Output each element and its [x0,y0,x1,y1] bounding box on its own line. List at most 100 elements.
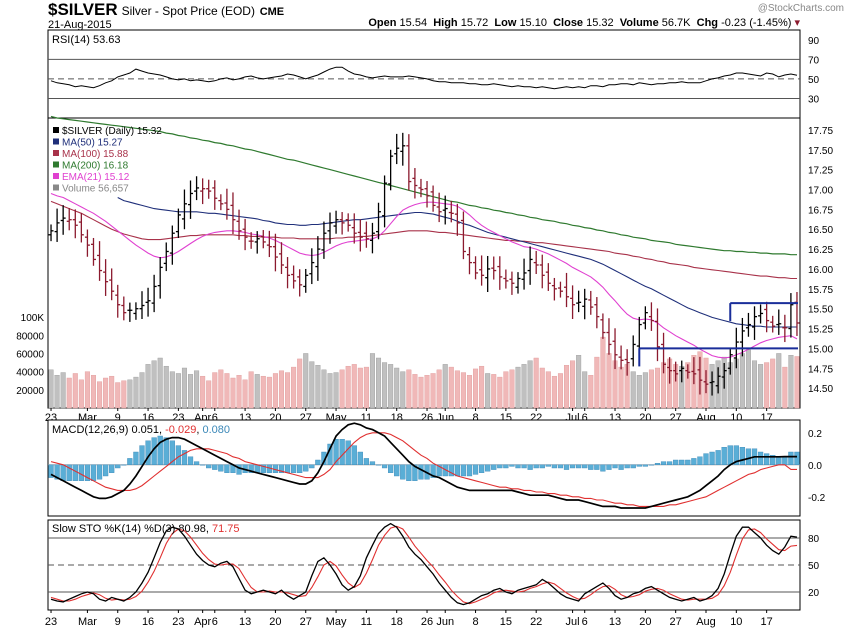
rsi-panel [47,29,801,119]
price-ohlc-bar [121,296,127,321]
volume-bar [515,366,521,409]
price-ohlc-bar [788,293,794,338]
macd-histogram-bar [569,464,576,469]
sto-x-label: 17 [761,616,773,628]
price-ohlc-bar [376,202,382,240]
macd-histogram-bar [576,464,582,469]
volume-bar [303,353,309,409]
symbol-title: $SILVER Silver - Spot Price (EOD) CME [48,0,284,20]
sto-title-part: Slow STO %K(14) %D(3) 80.98, [52,523,212,535]
macd-histogram-bar [679,459,685,466]
volume-bar [278,370,284,409]
price-x-label: 8 [472,412,478,424]
macd-histogram-bar [533,464,539,469]
macd-histogram-bar [200,464,206,466]
volume-bar [642,372,648,409]
price-ohlc-bar [764,301,770,333]
volume-bar [430,373,436,409]
price-panel [47,117,801,409]
price-ohlc-bar [248,232,254,249]
sto-title: Slow STO %K(14) %D(3) 80.98, 71.75 [52,523,240,535]
chg-label: Chg [696,17,719,29]
macd-histogram-bar [157,435,163,465]
price-ohlc-bar [685,364,691,379]
price-ohlc-bar [291,265,297,289]
volume-bar [412,374,418,409]
price-tick-label: 17.25 [808,166,833,177]
macd-histogram-bar [503,464,509,469]
macd-histogram-bar [557,464,564,469]
rsi-tick-label: 50 [808,75,820,86]
sto-d-line [50,525,798,605]
price-ohlc-bar [315,236,321,281]
volume-bar [84,371,90,409]
sto-x-label: Aug [696,616,716,628]
price-ohlc-bar [151,274,157,313]
volume-bar [236,375,242,409]
volume-bar [224,373,230,409]
price-ohlc-bar [654,308,660,362]
macd-histogram-bar [715,450,721,465]
volume-bar [175,373,181,409]
price-ohlc-bar [254,231,260,254]
macd-histogram-bar [436,464,442,477]
macd-histogram-bar [745,448,752,465]
sto-x-label: 15 [500,616,512,628]
price-ohlc-bar [515,272,521,294]
macd-histogram-bar [363,458,370,465]
sto-x-label: Mar [78,616,97,628]
price-ohlc-bar [533,250,539,274]
price-ohlc-bar [582,288,588,320]
price-ohlc-bar [236,209,242,240]
price-x-label: 11 [361,412,372,424]
macd-histogram-bar [509,464,515,467]
rsi-title: RSI(14) 53.63 [52,34,120,46]
price-ohlc-bar [218,194,224,211]
price-ohlc-bar [460,211,466,260]
price-ohlc-bar [418,178,424,198]
volume-bar [218,369,224,409]
volume-bar [181,367,187,409]
volume-bar [654,367,660,409]
volume-bar [648,369,654,409]
macd-histogram-bar [697,456,703,465]
macd-histogram-bar [733,445,739,466]
macd-histogram-bar [400,464,406,480]
volume-bar [357,367,363,409]
volume-bar [630,371,636,409]
price-ohlc-bar [382,175,388,228]
sto-x-label: 27 [670,616,682,628]
macd-histogram-bar [193,461,200,466]
macd-title-part: 0.080 [202,424,230,436]
macd-histogram-bar [460,464,467,477]
macd-histogram-bar [757,451,764,466]
macd-histogram-bar [527,464,533,470]
price-ohlc-bar [606,318,612,355]
volume-bar [260,375,266,409]
price-ohlc-bar [266,230,272,258]
macd-histogram-bar [788,451,794,466]
sto-x-label: 23 [172,616,184,628]
macd-histogram-bar [563,464,570,470]
macd-histogram-bar [539,464,545,469]
legend-swatch [53,173,59,179]
volume-bar [685,362,691,409]
volume-bar [139,372,145,409]
price-ohlc-bar [721,362,727,389]
volume-bar [127,379,133,409]
volume-bar [485,373,491,409]
price-ohlc-bar [109,268,115,301]
macd-histogram-bar [224,464,230,473]
volume-bar [291,366,297,409]
legend-swatch [53,138,59,145]
price-ohlc-bar [691,357,697,385]
volume-bar [539,367,545,409]
macd-histogram-bar [357,451,363,466]
symbol-description: Silver - Spot Price (EOD) [121,4,255,18]
macd-histogram-bar [491,464,497,470]
ma200-line [50,115,797,256]
volume-bar [54,375,60,409]
volume-bar [297,358,303,409]
macd-tick-label: 0.2 [808,429,822,440]
